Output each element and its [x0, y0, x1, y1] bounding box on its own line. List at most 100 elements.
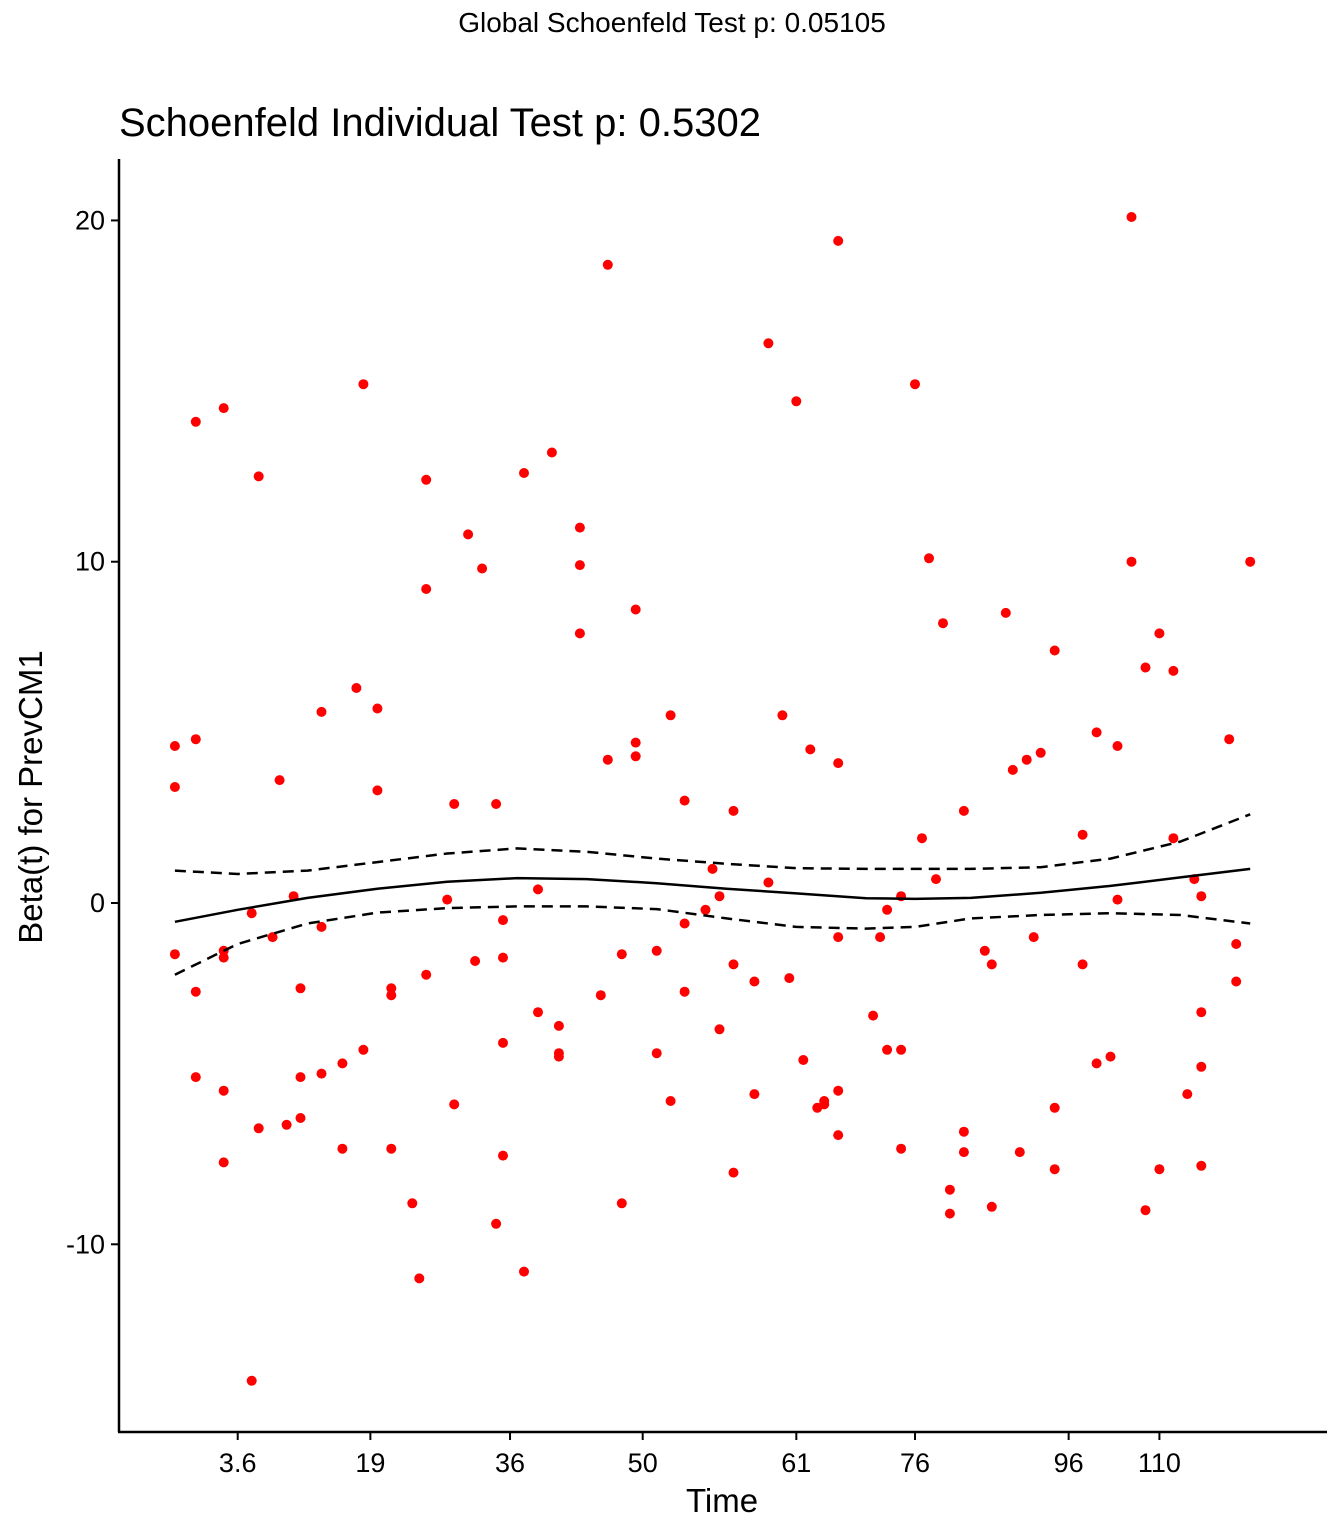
residual-point — [358, 1044, 369, 1055]
residual-point — [372, 785, 383, 796]
residual-point — [574, 628, 585, 639]
plot-area — [169, 212, 1256, 1386]
residual-point — [498, 952, 508, 963]
x-tick-label: 3.6 — [219, 1448, 257, 1478]
residual-point — [498, 1150, 508, 1161]
residual-point — [763, 877, 774, 888]
residual-point — [1231, 976, 1242, 987]
residual-point — [1000, 607, 1011, 618]
residual-point — [295, 1113, 306, 1123]
residual-point — [630, 737, 641, 748]
x-tick-label: 96 — [1054, 1448, 1084, 1478]
residual-point — [833, 1130, 844, 1141]
x-tick-label: 61 — [781, 1448, 811, 1478]
residual-point — [777, 710, 788, 721]
residual-point — [246, 908, 257, 919]
residual-point — [1224, 734, 1235, 745]
residual-point — [372, 703, 383, 714]
residual-point — [218, 1157, 229, 1168]
residual-point — [1077, 829, 1088, 840]
residual-point — [463, 529, 474, 540]
residual-point — [896, 1044, 907, 1055]
residual-point — [546, 447, 557, 458]
residual-point — [574, 560, 585, 571]
residual-point — [1126, 212, 1137, 222]
residual-point — [169, 741, 180, 751]
residual-point — [1021, 754, 1032, 765]
x-tick-label: 76 — [900, 1448, 930, 1478]
fit-lines — [174, 813, 1251, 976]
x-axis-ticks: 3.6 19 36 50 61 76 96 110 — [219, 1432, 1181, 1478]
residual-point — [553, 1020, 564, 1031]
residual-point — [519, 1266, 529, 1277]
residual-point — [337, 1058, 348, 1069]
residual-point — [1112, 741, 1123, 751]
residual-point — [281, 1119, 292, 1130]
residual-point — [931, 874, 941, 885]
residual-point — [875, 932, 886, 943]
residual-point — [602, 754, 613, 765]
residual-point — [442, 894, 453, 905]
chart-title: Schoenfeld Individual Test p: 0.5302 — [119, 101, 761, 145]
residual-point — [714, 1024, 725, 1035]
residual-point — [882, 1044, 893, 1055]
residual-point — [868, 1010, 879, 1021]
residual-point — [924, 553, 934, 564]
residual-point — [407, 1198, 418, 1209]
residual-point — [679, 918, 690, 929]
residual-point — [1049, 1164, 1060, 1175]
residual-point — [944, 1184, 955, 1195]
residual-point — [791, 396, 802, 407]
residual-point — [1126, 556, 1137, 567]
global-test-title: Global Schoenfeld Test p: 0.05105 — [458, 7, 886, 38]
x-tick-label: 110 — [1138, 1448, 1181, 1478]
residual-point — [749, 1089, 760, 1100]
residual-point — [958, 1147, 969, 1158]
residual-point — [728, 959, 739, 970]
residual-point — [386, 990, 397, 1001]
residual-point — [630, 604, 641, 615]
residual-point — [449, 799, 460, 809]
residual-point — [190, 416, 201, 427]
residual-point — [295, 983, 306, 994]
residual-point — [651, 945, 662, 956]
residual-point — [337, 1143, 348, 1154]
residual-point — [1140, 662, 1151, 673]
residual-point — [896, 1143, 907, 1154]
residual-point — [1154, 1164, 1165, 1175]
residual-point — [798, 1055, 809, 1065]
residual-point — [477, 563, 488, 574]
residual-point — [519, 468, 529, 478]
residual-point — [882, 904, 893, 915]
x-axis-title: Time — [686, 1482, 758, 1519]
residual-point — [833, 235, 844, 246]
residual-point — [616, 949, 627, 960]
upper-confidence-line — [174, 813, 1251, 876]
residual-point — [1007, 764, 1018, 775]
residual-point — [316, 921, 327, 932]
residual-point — [316, 706, 327, 717]
residual-point — [169, 782, 180, 792]
residual-point — [218, 1085, 229, 1096]
residual-point — [1049, 1102, 1060, 1113]
residual-point — [707, 863, 718, 874]
residual-point — [944, 1208, 955, 1219]
y-axis-ticks: -10 0 10 20 — [66, 205, 119, 1259]
residual-point — [1112, 894, 1123, 905]
residual-point — [1014, 1147, 1025, 1158]
residual-point — [1168, 665, 1179, 676]
residual-point — [728, 805, 739, 816]
residual-point — [986, 1201, 997, 1212]
residual-point — [491, 799, 502, 809]
residual-point — [1154, 628, 1165, 639]
residual-point — [358, 379, 369, 390]
residual-point — [833, 758, 844, 769]
lower-confidence-line — [174, 905, 1251, 976]
residual-point — [1105, 1051, 1116, 1062]
residual-point — [491, 1218, 502, 1229]
residual-point — [1140, 1205, 1151, 1216]
y-tick-label: 10 — [75, 547, 105, 577]
residual-point — [498, 1037, 508, 1048]
residual-point — [979, 945, 990, 956]
residual-point — [958, 805, 969, 816]
